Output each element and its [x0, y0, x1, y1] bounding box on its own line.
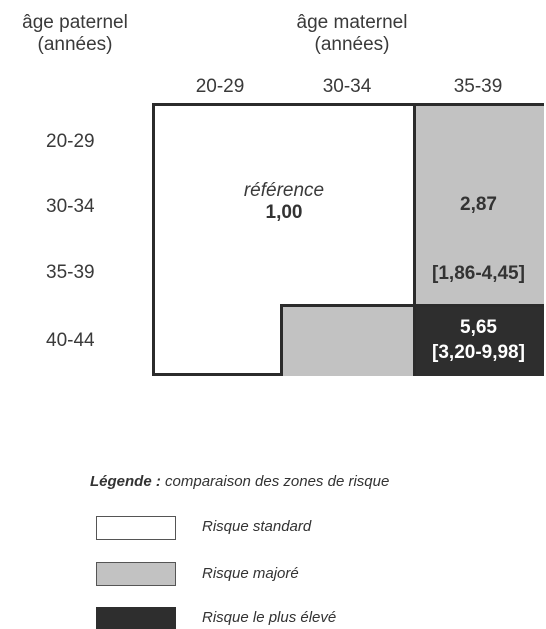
reference-value: 1,00 — [265, 202, 303, 223]
maternal-age-col-3: 35-39 — [453, 76, 503, 97]
high-risk-confidence-interval: [3,20-9,98] — [432, 342, 525, 363]
legend-swatch-standard — [96, 516, 176, 540]
high-risk-zone — [413, 304, 544, 376]
paternal-age-row-1: 20-29 — [46, 131, 95, 152]
moderate-zone-confidence-interval: [1,86-4,45] — [432, 263, 525, 284]
maternal-age-title-line2: (années) — [314, 34, 390, 55]
moderate-zone-value: 2,87 — [460, 194, 497, 215]
legend-swatch-moderate — [96, 562, 176, 586]
high-risk-value: 5,65 — [460, 317, 497, 338]
paternal-age-title-line1: âge paternel — [22, 12, 128, 33]
maternal-age-title-line1: âge maternel — [296, 12, 408, 33]
paternal-age-title-line2: (années) — [37, 34, 113, 55]
legend-title: Légende : comparaison des zones de risqu… — [90, 473, 389, 490]
legend-label-standard: Risque standard — [202, 518, 312, 535]
legend-swatch-high — [96, 607, 176, 629]
maternal-age-axis-title: âge maternel (années) — [262, 12, 442, 56]
maternal-age-col-1: 20-29 — [195, 76, 245, 97]
legend-title-bold: Légende : — [90, 473, 161, 490]
maternal-age-col-2: 30-34 — [322, 76, 372, 97]
reference-label: référence — [243, 180, 325, 201]
reference-zone: référence 1,00 — [155, 180, 413, 224]
moderate-zone-bottom-cell — [280, 304, 416, 376]
paternal-age-row-4: 40-44 — [46, 330, 95, 351]
paternal-age-row-3: 35-39 — [46, 262, 95, 283]
paternal-age-row-2: 30-34 — [46, 196, 95, 217]
moderate-zone-right-column — [413, 106, 544, 304]
legend-title-rest: comparaison des zones de risque — [160, 473, 390, 490]
legend-label-moderate: Risque majoré — [202, 565, 299, 582]
risk-grid: référence 1,00 2,87 [1,86-4,45] 5,65 [3,… — [152, 103, 544, 376]
paternal-age-axis-title: âge paternel (années) — [0, 12, 150, 56]
legend-label-high: Risque le plus élevé — [202, 609, 337, 626]
